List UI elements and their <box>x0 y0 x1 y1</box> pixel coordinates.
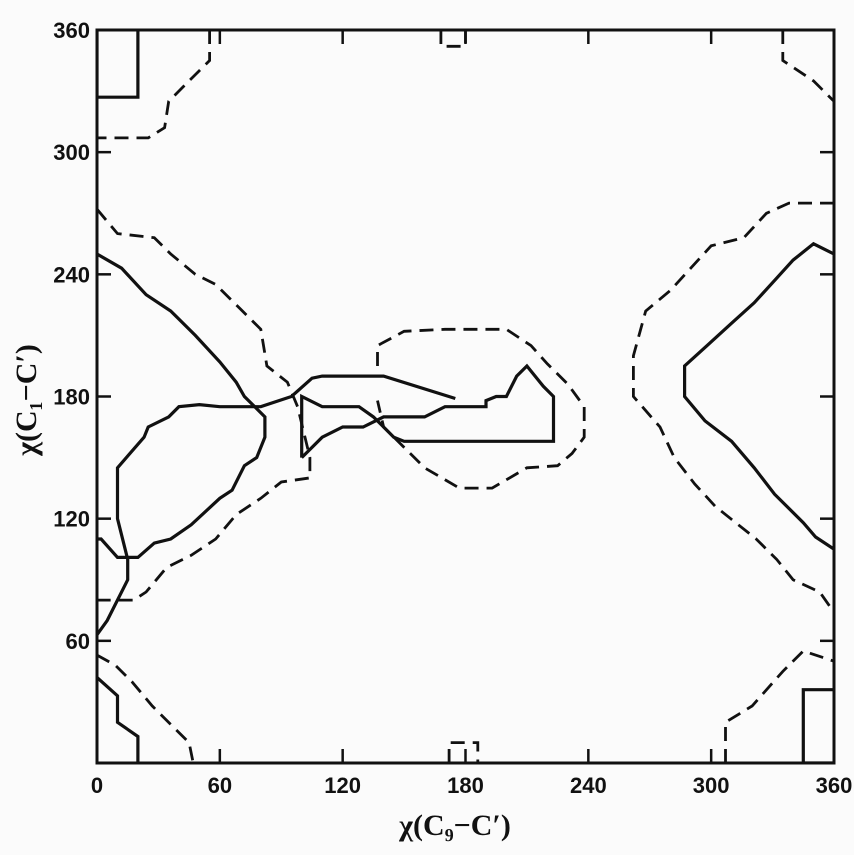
x-tick-label: 0 <box>91 773 103 798</box>
dashed-contour <box>781 30 834 103</box>
x-axis-label: χ(C₉−C′) <box>398 809 511 842</box>
y-tick-label: 360 <box>53 18 90 43</box>
tick-marks <box>95 28 836 763</box>
solid-contour <box>97 676 140 763</box>
x-tick-label: 300 <box>693 773 730 798</box>
y-tick-label: 300 <box>53 140 90 165</box>
contour-lines <box>97 30 834 763</box>
dashed-contour <box>97 653 195 763</box>
plot-area-frame <box>95 28 836 765</box>
dashed-contour <box>439 30 467 48</box>
solid-contour <box>300 363 556 459</box>
solid-contour <box>97 30 140 99</box>
solid-contour <box>801 688 834 763</box>
x-tick-label: 360 <box>816 773 853 798</box>
y-tick-label: 120 <box>53 507 90 532</box>
y-tick-label: 240 <box>53 262 90 287</box>
contour-group <box>97 30 834 763</box>
dashed-contour <box>447 741 480 763</box>
solid-contour <box>97 374 456 638</box>
dashed-contour <box>632 201 834 614</box>
dashed-contour <box>97 30 211 140</box>
dashed-contour <box>97 208 312 602</box>
solid-contour <box>97 252 267 559</box>
y-tick-label: 180 <box>53 385 90 410</box>
x-tick-label: 180 <box>447 773 484 798</box>
solid-contour <box>683 241 834 551</box>
x-tick-label: 60 <box>208 773 232 798</box>
dashed-contour <box>724 649 834 763</box>
x-tick-label: 120 <box>324 773 361 798</box>
tick-labels: 0 60 120 180 240 300 360 60 120 180 240 300 360 <box>53 18 852 798</box>
y-axis-label: χ(C₁−C′) <box>10 344 43 457</box>
y-tick-label: 60 <box>66 629 90 654</box>
x-tick-label: 240 <box>570 773 607 798</box>
dashed-contour <box>376 327 586 490</box>
